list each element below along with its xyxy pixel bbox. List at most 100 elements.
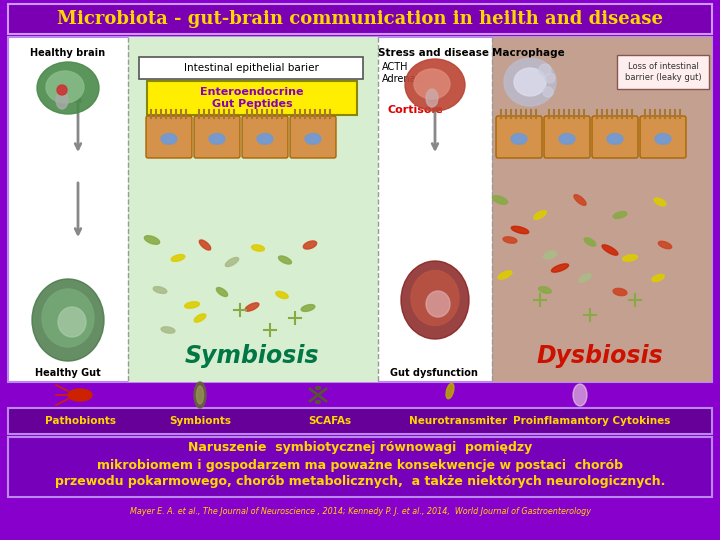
Ellipse shape (68, 389, 92, 401)
Ellipse shape (514, 68, 546, 96)
Ellipse shape (153, 287, 167, 293)
Ellipse shape (42, 289, 94, 347)
Text: Enteroendocrine
Gut Peptides: Enteroendocrine Gut Peptides (200, 87, 304, 109)
Ellipse shape (426, 89, 438, 107)
Bar (8, 437, 712, 497)
FancyBboxPatch shape (146, 116, 192, 158)
Ellipse shape (315, 387, 320, 389)
Ellipse shape (251, 245, 264, 251)
FancyBboxPatch shape (290, 116, 336, 158)
Ellipse shape (145, 236, 160, 244)
Text: Symbionts: Symbionts (169, 416, 231, 426)
Ellipse shape (411, 271, 459, 326)
Ellipse shape (301, 305, 315, 312)
Text: Intestinal epithelial barier: Intestinal epithelial barier (184, 63, 318, 73)
FancyBboxPatch shape (147, 81, 357, 115)
Text: Dysbiosis: Dysbiosis (536, 344, 663, 368)
Ellipse shape (658, 241, 672, 249)
Ellipse shape (171, 254, 185, 261)
Text: Macrophage: Macrophage (492, 48, 564, 58)
Ellipse shape (573, 384, 587, 406)
Circle shape (545, 73, 555, 83)
Text: Proinflamantory Cytokines: Proinflamantory Cytokines (513, 416, 671, 426)
Text: Symbiosis: Symbiosis (185, 344, 319, 368)
Ellipse shape (303, 241, 317, 249)
Ellipse shape (225, 258, 238, 267)
Text: Healthy brain: Healthy brain (30, 48, 106, 58)
FancyBboxPatch shape (139, 57, 363, 79)
Ellipse shape (607, 133, 623, 144)
Ellipse shape (37, 62, 99, 114)
Bar (128, 37, 378, 382)
Ellipse shape (602, 245, 618, 255)
Ellipse shape (46, 71, 84, 103)
Ellipse shape (58, 307, 86, 337)
Ellipse shape (559, 133, 575, 144)
Ellipse shape (503, 237, 517, 243)
Text: Stress and disease: Stress and disease (379, 48, 490, 58)
Ellipse shape (613, 288, 627, 296)
Text: Cortisole: Cortisole (387, 105, 443, 115)
Ellipse shape (511, 133, 527, 144)
Ellipse shape (209, 133, 225, 144)
FancyBboxPatch shape (592, 116, 638, 158)
Text: SCAFAs: SCAFAs (308, 416, 351, 426)
Bar (8, 408, 712, 434)
FancyBboxPatch shape (544, 116, 590, 158)
Ellipse shape (405, 59, 465, 111)
Circle shape (539, 64, 551, 76)
Ellipse shape (245, 303, 259, 311)
Ellipse shape (257, 133, 273, 144)
Text: przewodu pokarmowego, chorób metabolicznych,  a także niektórych neurologicznych: przewodu pokarmowego, chorób metaboliczn… (55, 476, 665, 489)
Text: Naruszenie  symbiotycznej równowagi  pomiędzy: Naruszenie symbiotycznej równowagi pomię… (188, 442, 532, 455)
Ellipse shape (161, 327, 175, 333)
Ellipse shape (446, 383, 454, 399)
Ellipse shape (305, 133, 321, 144)
Text: Microbiota - gut-brain communication in heilth and disease: Microbiota - gut-brain communication in … (57, 10, 663, 28)
Bar (8, 37, 712, 382)
Ellipse shape (217, 287, 228, 296)
Ellipse shape (654, 198, 666, 206)
FancyBboxPatch shape (242, 116, 288, 158)
Ellipse shape (194, 314, 206, 322)
Ellipse shape (504, 58, 556, 106)
Ellipse shape (574, 194, 586, 205)
Ellipse shape (161, 133, 177, 144)
Ellipse shape (498, 271, 512, 279)
Ellipse shape (32, 279, 104, 361)
Bar (8, 4, 712, 34)
Text: Gut dysfunction: Gut dysfunction (390, 368, 478, 378)
FancyBboxPatch shape (617, 55, 709, 89)
Circle shape (543, 87, 553, 97)
Ellipse shape (401, 261, 469, 339)
Ellipse shape (652, 274, 664, 281)
Text: Neurotransmiter: Neurotransmiter (409, 416, 507, 426)
Ellipse shape (613, 212, 627, 218)
Ellipse shape (276, 292, 288, 299)
Ellipse shape (623, 255, 637, 261)
FancyBboxPatch shape (496, 116, 542, 158)
Ellipse shape (544, 251, 557, 259)
Text: mikrobiomem i gospodarzem ma poważne konsekwencje w postaci  chorób: mikrobiomem i gospodarzem ma poważne kon… (97, 458, 623, 471)
Text: Loss of intestinal
barrier (leaky gut): Loss of intestinal barrier (leaky gut) (625, 62, 701, 82)
Text: ACTH
Adrenals: ACTH Adrenals (382, 62, 425, 84)
Ellipse shape (511, 226, 528, 234)
Text: Pathobionts: Pathobionts (45, 416, 115, 426)
Ellipse shape (199, 240, 211, 250)
Ellipse shape (197, 386, 204, 404)
Text: Mayer E. A. et al., The Journal of Neuroscience , 2014; Kennedy P. J. et al., 20: Mayer E. A. et al., The Journal of Neuro… (130, 507, 590, 516)
Ellipse shape (584, 238, 596, 246)
Ellipse shape (184, 302, 199, 308)
Ellipse shape (552, 264, 569, 272)
FancyBboxPatch shape (640, 116, 686, 158)
FancyBboxPatch shape (194, 116, 240, 158)
Ellipse shape (56, 91, 68, 109)
Ellipse shape (579, 274, 591, 282)
Text: Healthy Gut: Healthy Gut (35, 368, 101, 378)
Bar (492, 37, 712, 382)
Ellipse shape (539, 287, 552, 293)
Ellipse shape (655, 133, 671, 144)
Ellipse shape (315, 401, 320, 403)
Ellipse shape (279, 256, 292, 264)
Ellipse shape (492, 195, 508, 204)
